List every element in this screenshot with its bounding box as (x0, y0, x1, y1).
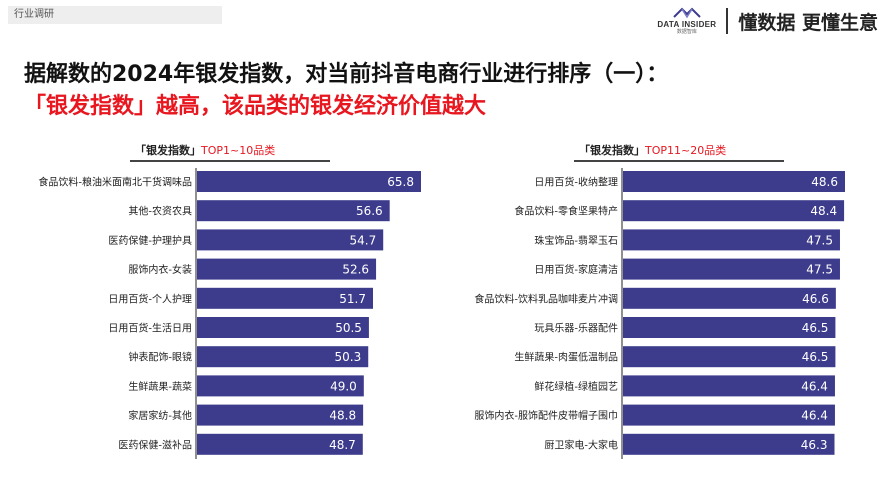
category-label: 家居家纺-其他 (128, 409, 192, 422)
category-label: 鲜花绿植-绿植园艺 (534, 380, 618, 393)
bar (197, 375, 364, 397)
data-label: 48.7 (329, 438, 356, 452)
data-label: 56.6 (356, 204, 383, 218)
logo-mark-icon (673, 7, 701, 19)
bar (623, 229, 840, 251)
data-label: 46.5 (802, 321, 829, 335)
category-label: 日用百货-生活日用 (108, 322, 192, 335)
data-label: 47.5 (806, 233, 833, 247)
left-chart-title-prefix: 「银发指数」 (135, 144, 201, 157)
category-label: 厨卫家电-大家电 (544, 438, 618, 451)
data-label: 46.4 (801, 409, 828, 423)
brand-divider (726, 8, 729, 34)
data-label: 48.8 (329, 409, 356, 423)
page-title: 据解数的2024年银发指数，对当前抖音电商行业进行排序（一）： (24, 62, 669, 87)
bar (623, 287, 836, 309)
right-chart-title-underline (574, 160, 784, 162)
category-label: 钟表配饰-眼镜 (128, 351, 192, 364)
section-tag: 行业调研 (8, 6, 222, 24)
brand-sub: 数据智库 (676, 29, 697, 35)
bar (623, 171, 845, 192)
page-subtitle: 「银发指数」越高，该品类的银发经济价值越大 (24, 94, 487, 119)
category-label: 珠宝饰品-翡翠玉石 (534, 234, 618, 247)
bar (623, 346, 836, 368)
data-label: 65.8 (387, 175, 414, 189)
category-label: 日用百货-家庭清洁 (534, 263, 618, 276)
bar (623, 404, 835, 426)
left-chart-title: 「银发指数」TOP1~10品类 (135, 142, 275, 158)
data-label: 46.6 (802, 292, 829, 306)
category-label: 服饰内衣-女装 (128, 263, 192, 276)
bar (197, 200, 390, 222)
category-label: 服饰内衣-服饰配件皮带帽子围巾 (474, 409, 618, 422)
bar (623, 433, 835, 455)
data-label: 48.4 (810, 204, 837, 218)
left-chart-title-suffix: TOP1~10品类 (201, 144, 276, 157)
right-chart-title-prefix: 「银发指数」 (579, 144, 645, 157)
bar (623, 258, 840, 280)
category-label: 生鲜蔬果-蔬菜 (128, 380, 192, 393)
category-label: 医药保健-护理护具 (108, 234, 192, 247)
left-bar-chart: 食品饮料-粮油米面南北干货调味品 65.8 其他-农资农具 56.6 医药保健-护理护具… (38, 168, 421, 459)
category-label: 其他-农资农具 (128, 205, 192, 218)
data-label: 51.7 (339, 292, 366, 306)
bar (197, 317, 369, 338)
brand-header: DATA INSIDER 数据智库 懂数据 更懂生意 (657, 4, 878, 38)
category-label: 食品饮料-饮料乳品咖啡麦片冲调 (474, 292, 618, 305)
bar (623, 317, 836, 338)
category-label: 玩具乐器-乐器配件 (534, 323, 618, 335)
bar (197, 258, 377, 280)
data-label: 54.7 (349, 233, 376, 247)
data-label: 49.0 (330, 379, 357, 393)
category-label: 食品饮料-零食坚果特产 (514, 205, 618, 218)
brand-slogan: 懂数据 更懂生意 (738, 11, 878, 34)
left-chart-title-underline (130, 160, 330, 162)
data-label: 48.6 (811, 175, 838, 189)
right-chart-title-suffix: TOP11~20品类 (645, 144, 727, 157)
data-label: 46.5 (802, 350, 829, 364)
category-label: 医药保健-滋补品 (118, 438, 192, 451)
bar (623, 200, 845, 222)
data-label: 46.3 (801, 438, 828, 452)
data-label: 50.3 (335, 350, 362, 364)
category-label: 食品饮料-粮油米面南北干货调味品 (38, 176, 192, 189)
data-label: 50.5 (335, 321, 362, 335)
bar (197, 346, 369, 368)
category-label: 日用百货-个人护理 (108, 292, 192, 305)
bar (197, 404, 364, 426)
bar (623, 375, 835, 397)
data-label: 47.5 (806, 263, 833, 277)
category-label: 日用百货-收纳整理 (534, 176, 618, 189)
brand-name: DATA INSIDER (657, 20, 717, 29)
category-label: 生鲜蔬果-肉蛋低温制品 (514, 351, 618, 364)
brand-logo: DATA INSIDER 数据智库 (657, 7, 716, 35)
data-label: 46.4 (801, 379, 828, 393)
bar (197, 171, 421, 192)
bar (197, 229, 384, 251)
right-bar-chart: 日用百货-收纳整理 48.6 食品饮料-零食坚果特产 48.4 珠宝饰品-翡翠玉石 47.… (474, 168, 845, 459)
data-label: 52.6 (342, 263, 369, 277)
bar (197, 433, 363, 455)
bar (197, 287, 373, 309)
right-chart-title: 「银发指数」TOP11~20品类 (579, 142, 726, 158)
